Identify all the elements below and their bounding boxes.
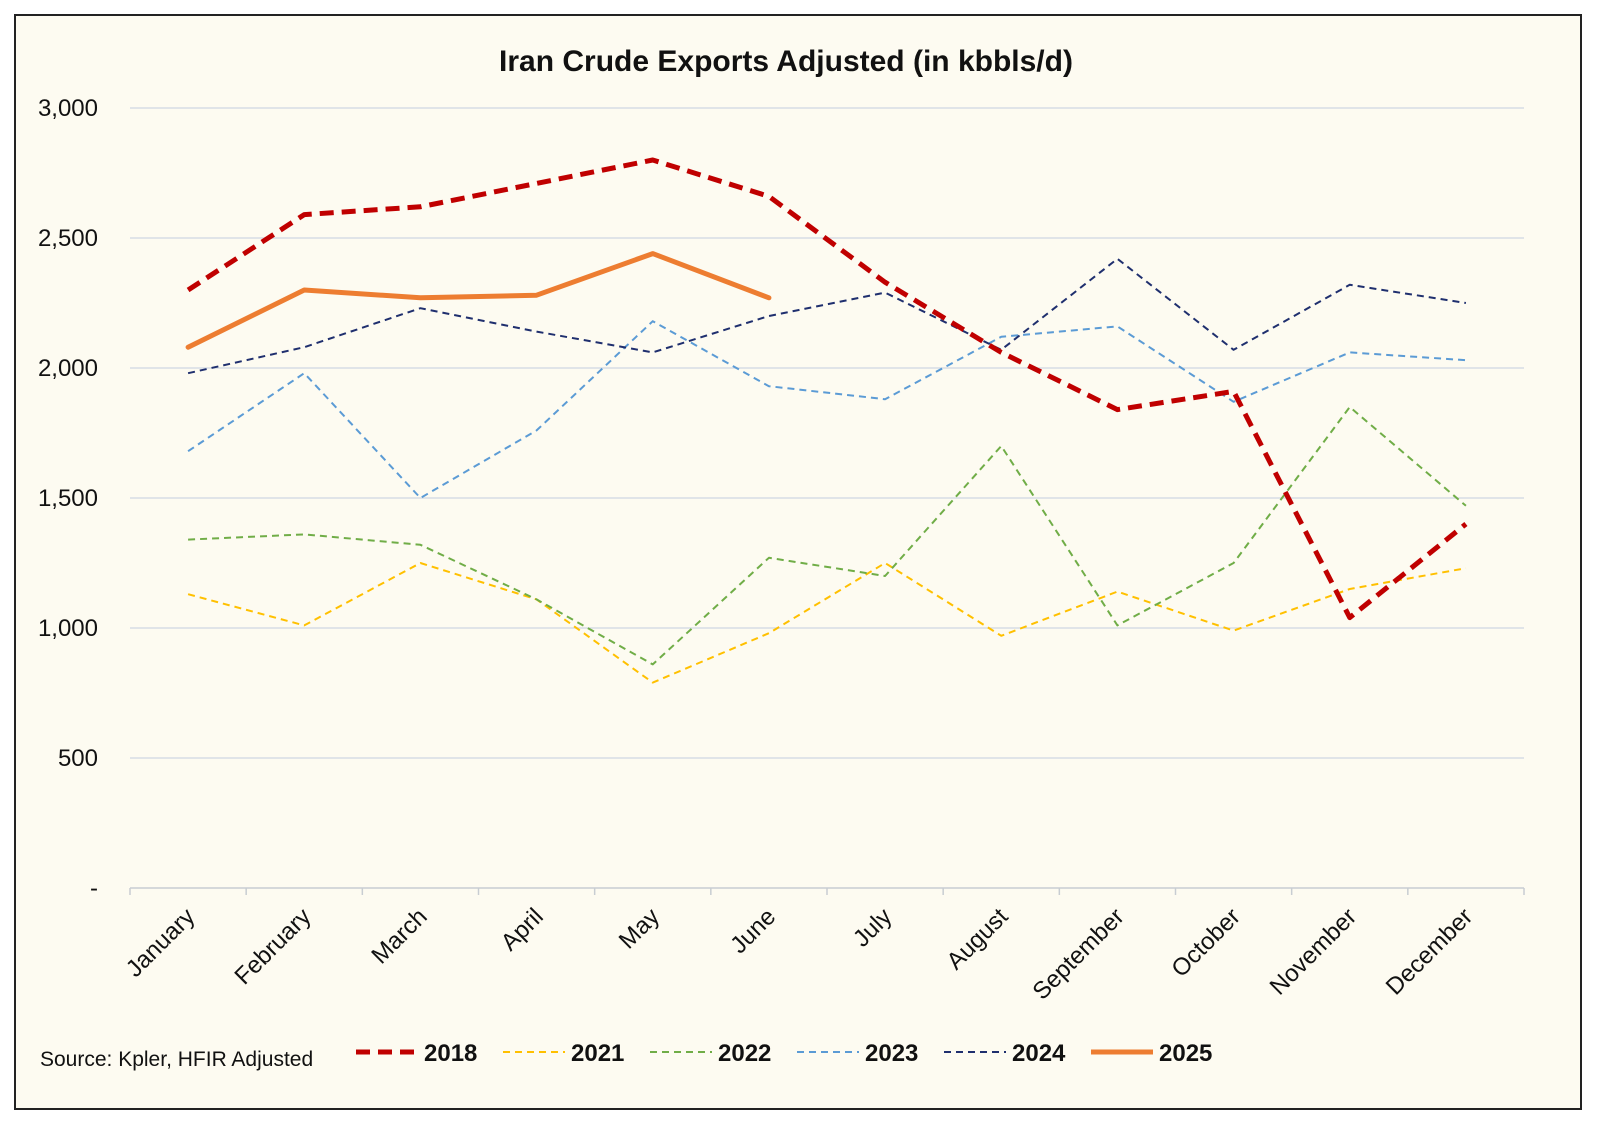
y-tick-label: 3,000	[38, 95, 98, 122]
y-tick-label: 500	[58, 745, 98, 772]
chart-frame: Iran Crude Exports Adjusted (in kbbls/d)…	[14, 14, 1582, 1110]
gridlines	[130, 107, 1524, 759]
series-line-2022	[188, 406, 1467, 666]
series-line-2025	[185, 251, 772, 350]
y-tick-label: 2,000	[38, 355, 98, 382]
x-tick-label: September	[1028, 903, 1130, 1005]
x-tick-label: February	[229, 903, 316, 990]
x-tick-label: March	[366, 903, 432, 969]
legend-item-2018: 2018	[356, 1040, 477, 1067]
source-note: Source: Kpler, HFIR Adjusted	[40, 1048, 313, 1071]
legend-label: 2023	[865, 1040, 918, 1067]
x-tick-label: January	[121, 903, 200, 982]
legend-item-2022: 2022	[650, 1040, 771, 1067]
legend-item-2021: 2021	[503, 1040, 624, 1067]
legend-label: 2021	[571, 1040, 624, 1067]
x-tick-label: May	[614, 903, 665, 954]
chart-title: Iran Crude Exports Adjusted (in kbbls/d)	[499, 45, 1073, 78]
y-tick-label: 1,500	[38, 485, 98, 512]
y-axis-ticks: - 500 1,000 1,500 2,000 2,500 3,000	[38, 95, 98, 902]
x-axis-ticks: January February March April May June July Augu…	[121, 903, 1478, 1005]
legend-label: 2018	[424, 1040, 477, 1067]
line-chart: Iran Crude Exports Adjusted (in kbbls/d)…	[38, 45, 1525, 1071]
legend: 2018 2021 2022 2023 2024 2025	[356, 1040, 1212, 1067]
series-line-2024	[187, 257, 1467, 375]
axes	[129, 887, 1525, 895]
x-tick-label: July	[848, 903, 897, 952]
series-line-2021	[187, 562, 1467, 684]
legend-label: 2022	[718, 1040, 771, 1067]
y-tick-label: 2,500	[38, 225, 98, 252]
y-tick-label: 1,000	[38, 615, 98, 642]
legend-item-2024: 2024	[944, 1040, 1066, 1067]
legend-item-2023: 2023	[797, 1040, 918, 1067]
legend-item-2025: 2025	[1091, 1040, 1212, 1067]
x-tick-label: October	[1166, 903, 1245, 982]
x-tick-label: November	[1265, 903, 1362, 1000]
x-tick-label: April	[496, 903, 549, 956]
legend-label: 2025	[1159, 1040, 1212, 1067]
series-line-2023	[187, 320, 1466, 499]
x-tick-label: December	[1381, 903, 1478, 1000]
x-tick-label: August	[942, 903, 1014, 975]
series-line-2018	[186, 157, 1468, 621]
legend-label: 2024	[1012, 1040, 1066, 1067]
y-tick-label: -	[90, 875, 98, 902]
x-tick-label: June	[725, 903, 781, 959]
series-lines	[185, 157, 1468, 684]
